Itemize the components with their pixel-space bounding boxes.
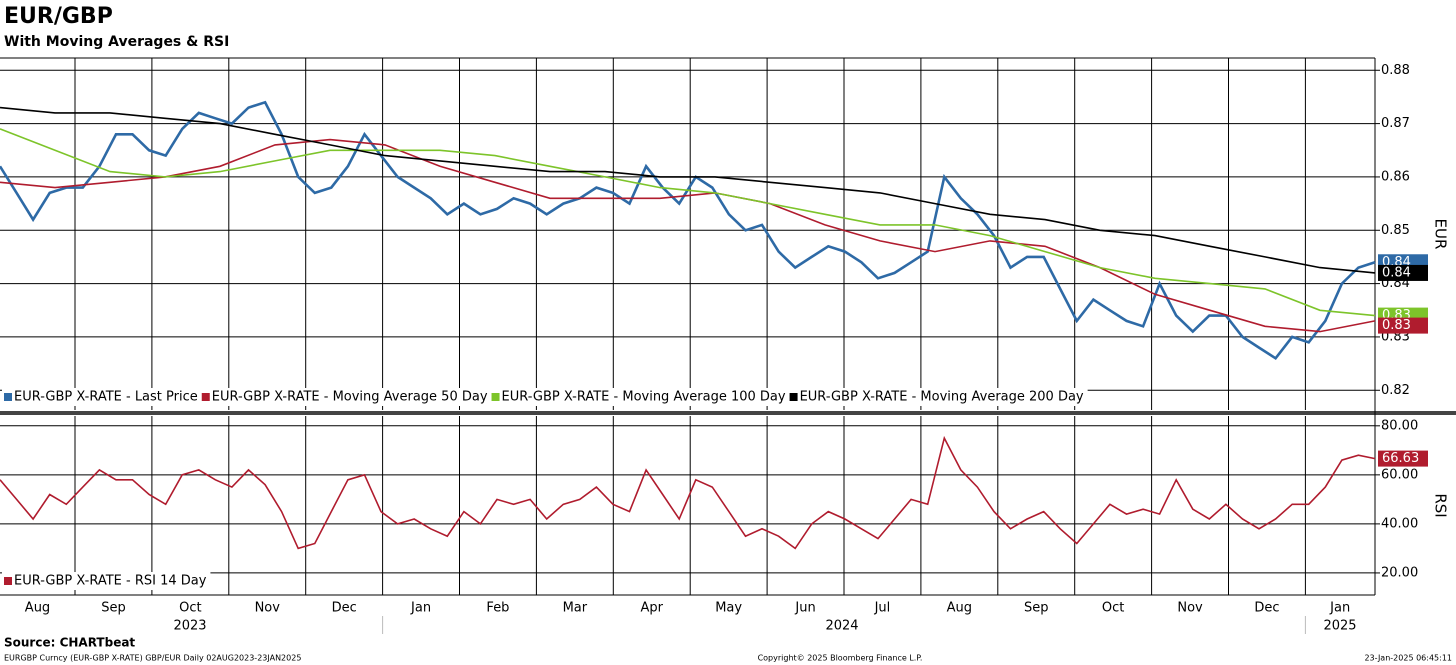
y-tick-label: 0.86 <box>1381 169 1410 184</box>
y-tick-label: 0.87 <box>1381 116 1410 131</box>
series-line <box>0 128 1376 317</box>
x-tick-label: Dec <box>332 601 357 616</box>
year-label: 2024 <box>825 619 858 634</box>
legend-label: EUR-GBP X-RATE - Last Price <box>14 390 198 405</box>
x-tick-label: Jan <box>410 601 431 616</box>
value-tag <box>1378 317 1428 334</box>
value-tag-label: 0.83 <box>1382 318 1411 333</box>
x-tick-label: Feb <box>486 601 509 616</box>
y-axis-label: RSI <box>1432 493 1450 517</box>
value-tag <box>1378 450 1428 467</box>
x-tick-label: Dec <box>1254 601 1279 616</box>
legend-bg <box>2 388 202 406</box>
legend-swatch <box>789 393 798 401</box>
year-label: 2025 <box>1323 619 1356 634</box>
series-line <box>0 138 1376 333</box>
y-tick-label: 0.82 <box>1381 383 1410 398</box>
legend-label: EUR-GBP X-RATE - Moving Average 50 Day <box>212 390 488 405</box>
x-tick-label: Sep <box>1024 601 1049 616</box>
x-tick-label: Oct <box>1102 601 1124 616</box>
x-tick-label: Oct <box>179 601 201 616</box>
source: Source: CHARTbeat <box>4 636 135 650</box>
legend-bg <box>2 572 211 590</box>
year-label: 2023 <box>173 619 206 634</box>
x-tick-label: May <box>715 601 742 616</box>
legend-bg <box>199 388 492 406</box>
x-tick-label: Sep <box>101 601 126 616</box>
legend-bg <box>489 388 790 406</box>
x-tick-label: Jun <box>794 601 815 616</box>
x-tick-label: Jul <box>874 601 891 616</box>
legend-label: EUR-GBP X-RATE - Moving Average 200 Day <box>800 390 1084 405</box>
footer-left: EURGBP Curncy (EUR-GBP X-RATE) GBP/EUR D… <box>4 654 301 663</box>
panel-divider <box>0 411 1456 415</box>
y-tick-label: 20.00 <box>1381 565 1418 580</box>
legend-swatch <box>4 393 12 401</box>
value-tag-label: 0.84 <box>1382 265 1411 280</box>
footer-center: Copyright© 2025 Bloomberg Finance L.P. <box>758 654 923 663</box>
legend-swatch <box>4 577 12 585</box>
y-tick-label: 80.00 <box>1381 418 1418 433</box>
legend-swatch <box>201 393 210 401</box>
legend-swatch <box>491 393 500 401</box>
x-tick-label: Mar <box>563 601 588 616</box>
series-line <box>0 435 1376 550</box>
x-tick-label: Apr <box>641 601 664 616</box>
y-tick-label: 0.85 <box>1381 223 1410 238</box>
legend-label: EUR-GBP X-RATE - Moving Average 100 Day <box>502 390 786 405</box>
x-tick-label: Nov <box>1177 601 1203 616</box>
value-tag <box>1378 264 1428 281</box>
footer-right: 23-Jan-2025 06:45:11 <box>1364 654 1452 663</box>
x-tick-label: Aug <box>947 601 972 616</box>
x-tick-label: Nov <box>255 601 281 616</box>
y-tick-label: 0.88 <box>1381 63 1410 78</box>
x-tick-label: Jan <box>1329 601 1350 616</box>
y-axis-label: EUR <box>1432 219 1450 250</box>
legend-label: EUR-GBP X-RATE - RSI 14 Day <box>14 574 207 589</box>
y-tick-label: 40.00 <box>1381 516 1418 531</box>
y-tick-label: 60.00 <box>1381 467 1418 482</box>
series-line <box>0 106 1376 274</box>
value-tag-label: 66.63 <box>1382 451 1419 466</box>
chart-subtitle: With Moving Averages & RSI <box>4 34 229 50</box>
chart-title: EUR/GBP <box>4 4 113 29</box>
legend-bg <box>787 388 1088 406</box>
x-tick-label: Aug <box>25 601 50 616</box>
